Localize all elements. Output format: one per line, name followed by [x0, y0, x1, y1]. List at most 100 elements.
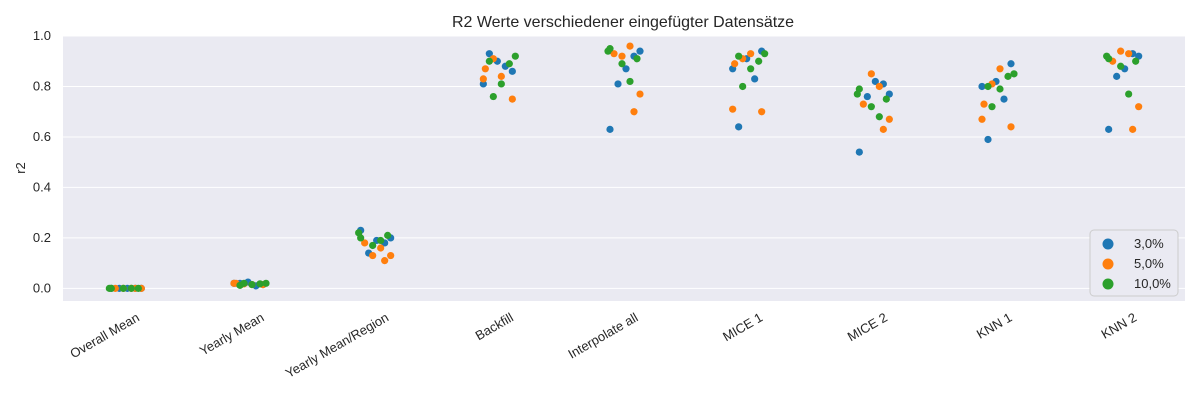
data-point [134, 284, 142, 292]
data-point [1113, 72, 1121, 80]
data-point [882, 95, 890, 103]
y-tick-label: 0.4 [33, 179, 51, 194]
data-point [497, 72, 505, 80]
legend-marker [1102, 258, 1114, 270]
data-point [107, 284, 115, 292]
data-point [1117, 62, 1125, 70]
data-point [978, 115, 986, 123]
data-point [879, 125, 887, 133]
data-point [610, 50, 618, 58]
data-point [996, 85, 1004, 93]
data-point [481, 65, 489, 73]
y-tick-label: 0.6 [33, 129, 51, 144]
data-point [1129, 125, 1137, 133]
data-point [885, 115, 893, 123]
data-point [988, 103, 996, 111]
data-point [119, 284, 127, 292]
data-point [1105, 125, 1113, 133]
x-tick-label: KNN 1 [974, 310, 1015, 342]
gridlines [63, 35, 1185, 289]
data-point [871, 77, 879, 86]
data-point [984, 82, 992, 91]
data-point [875, 113, 883, 121]
x-tick-label: Backfill [473, 310, 516, 344]
data-point [636, 47, 644, 55]
data-point [996, 65, 1004, 73]
data-point [236, 281, 244, 289]
y-tick-label: 1.0 [33, 28, 51, 43]
data-point [361, 239, 369, 247]
data-point [248, 280, 256, 289]
data-point [369, 251, 377, 260]
data-point [127, 284, 135, 292]
data-point [1004, 72, 1012, 80]
data-points [105, 42, 1143, 292]
data-point [758, 108, 766, 116]
x-tick-label: Yearly Mean/Region [283, 310, 391, 381]
data-point [606, 125, 614, 133]
data-point [751, 75, 759, 83]
x-tick-label: Overall Mean [67, 310, 141, 362]
data-point [1125, 90, 1133, 98]
data-point [978, 82, 986, 91]
data-point [855, 85, 863, 93]
data-point [387, 251, 395, 260]
data-point [1125, 50, 1133, 58]
data-point [489, 92, 497, 101]
data-point [1007, 60, 1015, 68]
data-point [735, 52, 743, 60]
data-point [618, 52, 626, 60]
legend: 3,0% 5,0% 10,0% [1089, 229, 1179, 297]
data-point [485, 57, 493, 65]
data-point [867, 70, 875, 78]
data-point [479, 75, 487, 83]
x-tick-labels: Overall Mean Yearly Mean Yearly Mean/Regio… [67, 310, 1139, 381]
data-point [622, 65, 630, 73]
data-point [1117, 47, 1125, 55]
data-point [381, 257, 389, 265]
data-point [384, 231, 392, 239]
data-point [747, 65, 755, 73]
data-point [626, 42, 634, 50]
legend-marker [1102, 278, 1114, 290]
y-tick-label: 0.2 [33, 230, 51, 245]
data-point [630, 108, 638, 116]
data-point [755, 57, 763, 65]
y-tick-label: 0.0 [33, 280, 51, 295]
legend-label: 3,0% [1134, 236, 1164, 251]
data-point [377, 244, 385, 252]
data-point [485, 50, 493, 58]
data-point [508, 95, 516, 103]
data-point [735, 123, 743, 131]
data-point [262, 279, 270, 287]
data-point [505, 60, 513, 68]
data-point [1132, 57, 1140, 65]
data-point [1010, 70, 1018, 78]
data-point [731, 60, 739, 68]
data-point [1007, 123, 1015, 131]
data-point [739, 82, 747, 91]
data-point [1000, 95, 1008, 103]
data-point [747, 50, 755, 58]
data-point [867, 103, 875, 111]
x-tick-label: MICE 2 [845, 310, 890, 345]
data-point [761, 50, 769, 58]
data-point [497, 80, 505, 88]
data-point [855, 148, 863, 156]
x-tick-label: KNN 2 [1099, 310, 1140, 342]
data-point [863, 92, 871, 101]
legend-label: 10,0% [1134, 276, 1171, 291]
data-point [377, 236, 385, 245]
data-point [636, 90, 644, 98]
data-point [606, 45, 614, 53]
data-point [357, 234, 365, 242]
data-point [1135, 103, 1143, 111]
data-point [980, 100, 988, 108]
data-point [859, 100, 867, 108]
data-point [1105, 55, 1113, 63]
x-tick-label: MICE 1 [720, 310, 765, 345]
y-tick-label: 0.8 [33, 78, 51, 93]
data-point [256, 280, 264, 288]
data-point [369, 241, 377, 250]
